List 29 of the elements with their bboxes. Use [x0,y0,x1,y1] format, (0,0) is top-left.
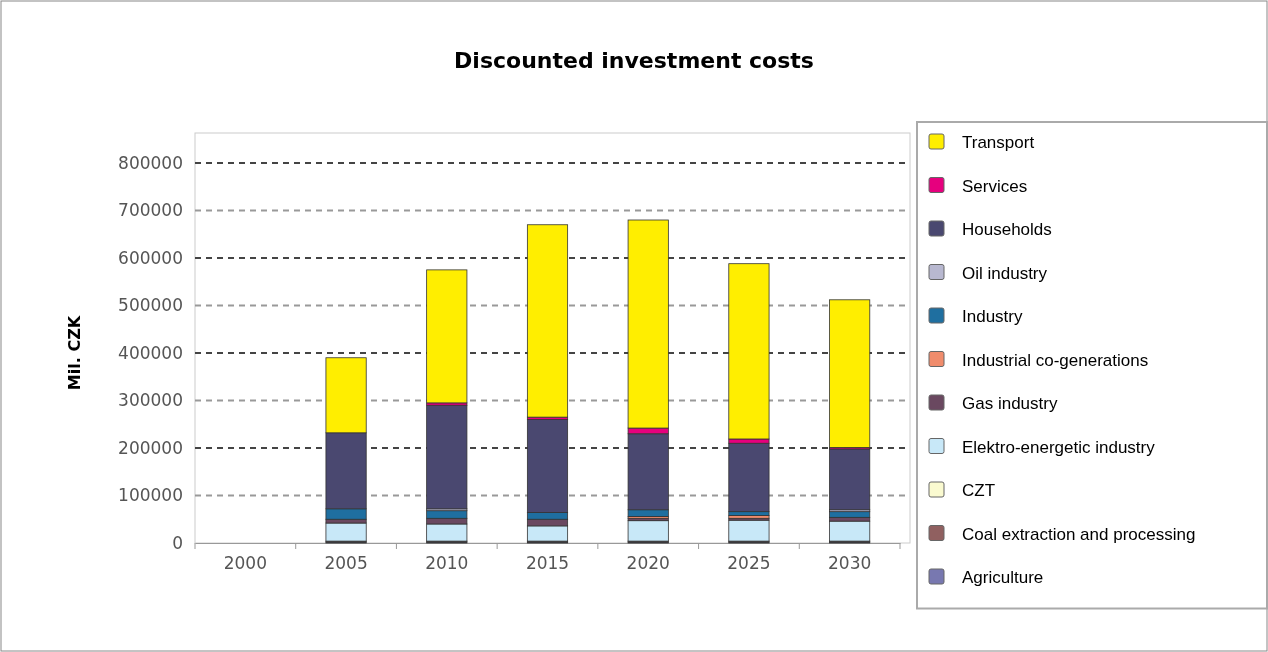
y-tick-label: 0 [172,532,183,553]
y-tick-label: 100000 [118,485,183,506]
legend-label: Oil industry [962,263,1048,283]
legend-label: Elektro-energetic industry [962,437,1156,457]
x-tick-label: 2020 [626,553,670,574]
legend-label: Transport [962,133,1035,152]
legend-label: Services [962,176,1028,196]
x-tick-label: 2005 [324,553,368,574]
legend-label: Industry [962,307,1023,326]
legend-label: Households [962,220,1052,239]
y-axis-title: Mil. CZK [65,315,84,391]
y-tick-label: 300000 [118,390,183,411]
y-tick-label: 600000 [118,247,183,268]
y-tick-label: 500000 [118,295,183,316]
x-tick-label: 2010 [425,553,469,574]
legend-label: Gas industry [962,394,1058,413]
y-tick-label: 400000 [118,342,183,363]
y-tick-label: 700000 [118,200,183,221]
legend-label: Coal extraction and processing [962,524,1196,544]
y-tick-label: 200000 [118,437,183,458]
x-tick-label: 2015 [525,553,570,574]
legend-label: Agriculture [962,568,1044,587]
chart-title: Discounted investment costs [454,48,814,73]
x-tick-label: 2030 [828,553,872,574]
y-tick-label: 800000 [118,152,183,173]
x-tick-label: 2025 [727,553,771,574]
legend-label: CZT [962,481,996,500]
x-tick-label: 2000 [223,553,267,574]
legend-label: Industrial co-generations [962,350,1149,370]
